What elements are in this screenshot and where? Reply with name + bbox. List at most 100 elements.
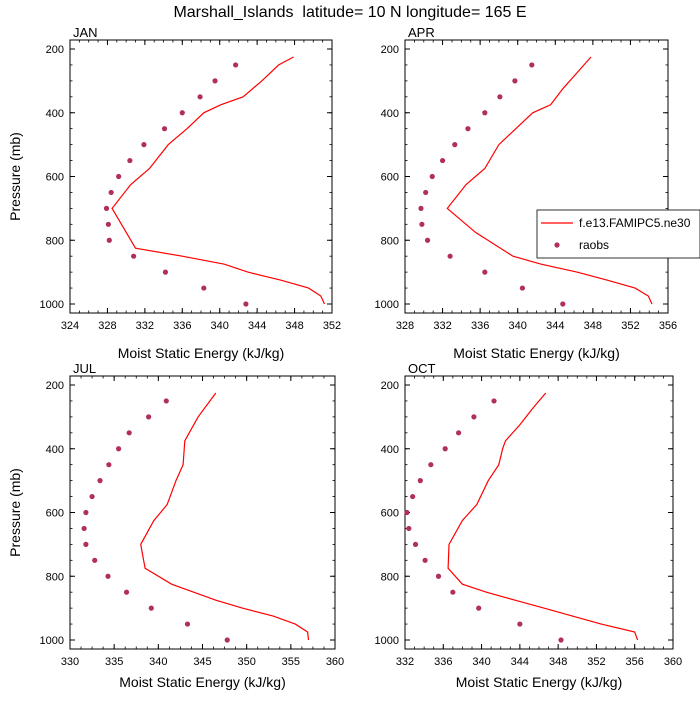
panel-jul-xtick-label: 345: [193, 656, 211, 668]
legend-marker-swatch: [554, 242, 560, 248]
panel-apr-model-line: [446, 56, 653, 305]
panel-jan-ytick-label: 800: [46, 235, 64, 247]
panel-apr-raobs-point: [482, 269, 488, 275]
panel-jul-xtick-label: 335: [105, 656, 123, 668]
panel-jul-raobs-point: [148, 605, 154, 611]
panel-oct-raobs-point: [456, 430, 462, 436]
panel-jan-raobs-point: [105, 221, 111, 227]
panel-jan-ylabel: Pressure (mb): [7, 132, 23, 221]
panel-jan-model-line: [111, 56, 326, 305]
panel-apr-raobs-point: [447, 253, 453, 259]
panel-apr-raobs-point: [429, 173, 435, 180]
panel-jan-raobs-point: [127, 157, 133, 164]
panel-apr-raobs-point: [497, 94, 503, 100]
panel-jul-raobs-point: [224, 637, 230, 643]
panel-jan-frame: [69, 39, 333, 314]
panel-apr-xtick-label: 328: [396, 320, 414, 332]
panel-jan-ytick-label: 200: [46, 44, 64, 56]
panel-jul-raobs-point: [92, 557, 98, 563]
panel-jan-ytick-label: 1000: [40, 299, 64, 311]
panel-jul-ytick-label: 400: [46, 444, 64, 456]
panel-jan-raobs-point: [131, 253, 137, 259]
panel-jan-raobs-point: [233, 62, 239, 68]
panel-oct-raobs-point: [428, 462, 434, 468]
panel-oct-raobs-point: [491, 398, 497, 404]
panel-jul-ylabel: Pressure (mb): [7, 468, 23, 557]
panel-oct-xtick-label: 332: [396, 656, 414, 668]
panel-jul-xtick-label: 330: [61, 656, 79, 668]
figure-title: Marshall_Islands latitude= 10 N longitud…: [173, 4, 527, 21]
panel-apr-ytick-label: 400: [381, 108, 399, 120]
panel-apr-xtick-label: 340: [509, 320, 527, 332]
panel-oct-xlabel: Moist Static Energy (kJ/kg): [456, 674, 623, 690]
panel-jan-label: JAN: [73, 25, 98, 40]
panel-apr-xtick-label: 336: [471, 320, 489, 332]
panel-apr-xtick-label: 352: [621, 320, 639, 332]
panel-oct-raobs-point: [471, 414, 477, 420]
panel-jul-raobs-point: [123, 589, 130, 595]
panel-jan-ytick-label: 400: [46, 108, 64, 120]
panel-jan-raobs-point: [243, 301, 249, 307]
panel-oct-raobs-point: [517, 621, 523, 627]
legend-box: [536, 209, 700, 259]
panel-oct-label: OCT: [408, 361, 436, 376]
panel-jul-raobs-point: [106, 462, 112, 468]
panel-oct-raobs-point: [422, 557, 428, 563]
panel-jan-ytick-label: 600: [46, 172, 64, 184]
panel-jul-raobs-point: [115, 446, 122, 452]
panel-oct-raobs-point: [417, 478, 423, 484]
panel-jul-raobs-point: [126, 430, 132, 436]
panel-jan-xtick-label: 324: [61, 320, 79, 332]
panel-jul-raobs-point: [105, 573, 111, 579]
panel-jul-ytick-label: 200: [46, 380, 64, 392]
panel-jul-raobs-point: [184, 621, 191, 627]
panel-apr-raobs-point: [512, 78, 518, 84]
panel-jan-raobs-point: [162, 269, 169, 275]
panel-jan-raobs-point: [108, 189, 114, 196]
panel-apr-raobs-point: [560, 301, 566, 307]
panel-apr-ytick-label: 1000: [375, 299, 399, 311]
panel-jan-raobs-point: [212, 78, 218, 84]
panel-jul-xlabel: Moist Static Energy (kJ/kg): [119, 674, 286, 690]
panel-jan-xtick-label: 336: [173, 320, 191, 332]
panel-jan-xtick-label: 332: [136, 320, 154, 332]
panel-apr-raobs-point: [519, 285, 526, 291]
panel-jul-ytick-label: 800: [46, 571, 64, 583]
panel-apr-xtick-label: 356: [659, 320, 677, 332]
panel-apr-raobs-point: [423, 189, 429, 196]
panel-apr-raobs-point: [439, 157, 446, 164]
panel-oct-raobs-point: [404, 509, 410, 516]
panel-jul-xtick-label: 360: [326, 656, 344, 668]
panel-jan-raobs-point: [201, 285, 207, 291]
panel-jul-xtick-label: 355: [282, 656, 300, 668]
panel-oct-raobs-point: [412, 541, 419, 547]
panel-apr-ytick-label: 800: [381, 235, 399, 247]
panel-jul-ytick-label: 600: [46, 508, 64, 520]
panel-jan-raobs-point: [179, 110, 185, 116]
panel-oct-raobs-point: [558, 637, 564, 643]
panel-jan-xtick-label: 344: [248, 320, 266, 332]
panel-jan-raobs-point: [141, 142, 147, 148]
panel-oct-raobs-point: [435, 573, 442, 579]
panel-apr-ytick-label: 200: [381, 44, 399, 56]
panel-jan-raobs-point: [161, 126, 168, 132]
panel-apr-xtick-label: 348: [584, 320, 602, 332]
panel-apr-raobs-point: [452, 142, 458, 148]
panel-jul-raobs-point: [163, 398, 169, 404]
panel-jan-xtick-label: 340: [211, 320, 229, 332]
panel-oct-frame: [404, 375, 674, 650]
panel-oct-xtick-label: 336: [434, 656, 452, 668]
panel-oct-raobs-point: [410, 493, 416, 500]
panel-jul-frame: [69, 375, 336, 650]
panel-oct-xtick-label: 344: [511, 656, 529, 668]
panel-jul-raobs-point: [81, 525, 87, 532]
panel-jul-raobs-point: [89, 493, 95, 500]
panel-oct-ytick-label: 400: [381, 444, 399, 456]
panel-jul-raobs-point: [83, 509, 89, 516]
panel-jul-raobs-point: [146, 414, 152, 420]
legend-entry: f.e13.FAMIPC5.ne30: [579, 216, 691, 230]
panel-oct-ytick-label: 1000: [375, 635, 399, 647]
panel-apr-raobs-point: [529, 62, 535, 68]
